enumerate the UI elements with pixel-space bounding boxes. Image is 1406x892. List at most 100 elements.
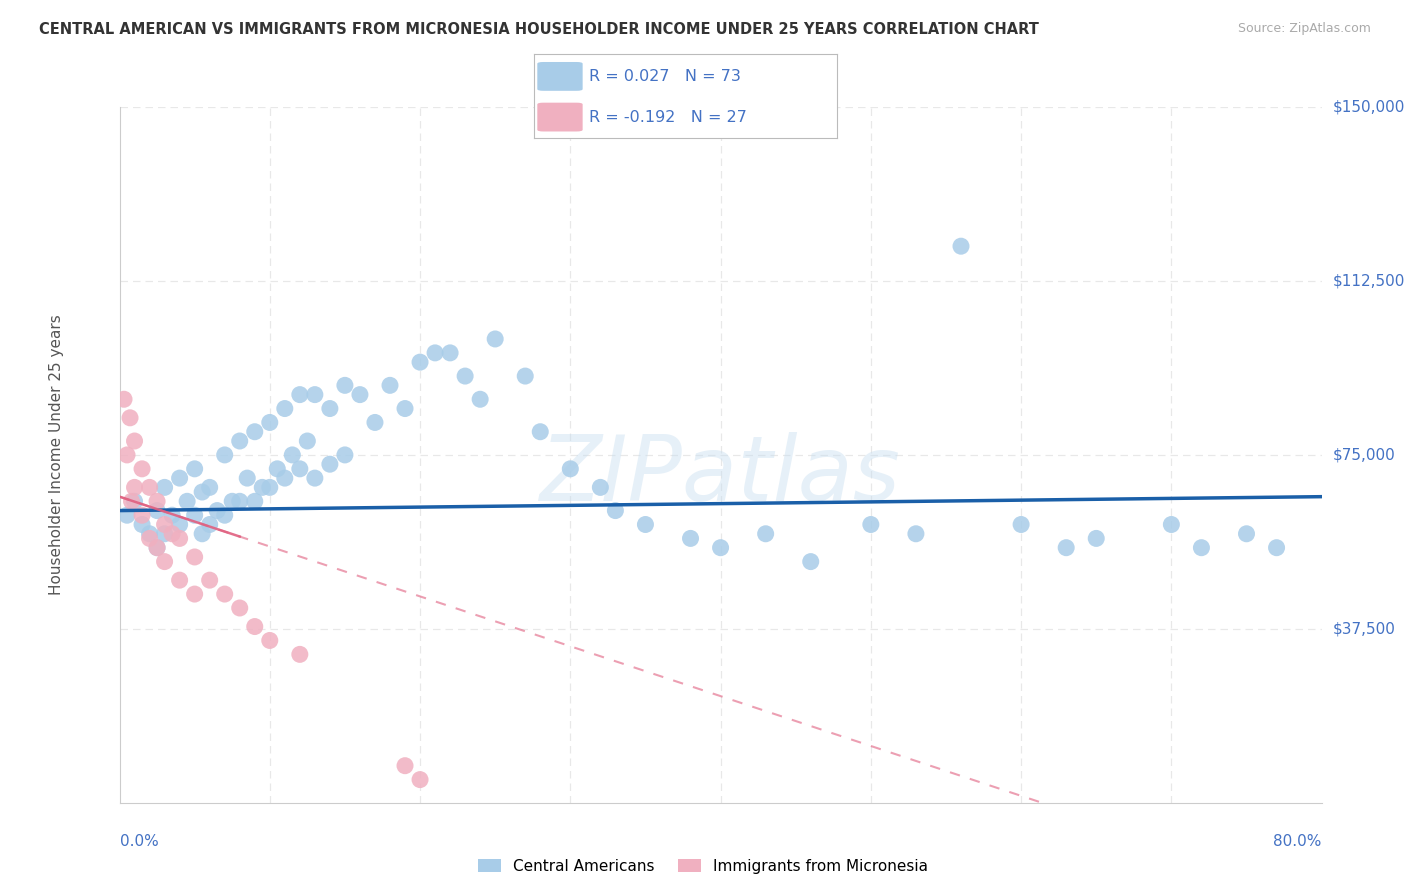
Legend: Central Americans, Immigrants from Micronesia: Central Americans, Immigrants from Micro… xyxy=(472,853,934,880)
Point xyxy=(183,508,205,523)
Point xyxy=(228,494,252,508)
Point xyxy=(1010,517,1032,532)
Point xyxy=(198,517,221,532)
Point xyxy=(409,355,432,369)
Point xyxy=(153,517,176,532)
Point xyxy=(454,369,477,384)
Point xyxy=(288,387,311,401)
Point xyxy=(131,508,153,523)
Text: 0.0%: 0.0% xyxy=(120,834,159,849)
Point xyxy=(214,587,236,601)
Point xyxy=(153,555,176,569)
Point xyxy=(589,480,612,494)
Point xyxy=(529,425,551,439)
Point xyxy=(146,541,169,555)
Point xyxy=(146,494,169,508)
Point xyxy=(191,526,214,541)
Point xyxy=(138,480,160,494)
Point xyxy=(904,526,927,541)
Point xyxy=(228,434,252,448)
Point xyxy=(1265,541,1288,555)
Point xyxy=(118,410,141,425)
Point xyxy=(394,758,416,772)
Point xyxy=(169,532,191,546)
Point xyxy=(169,517,191,532)
Text: $150,000: $150,000 xyxy=(1333,100,1405,114)
Point xyxy=(205,503,228,517)
Text: $75,000: $75,000 xyxy=(1333,448,1396,462)
Point xyxy=(266,462,288,476)
Point xyxy=(176,494,198,508)
Point xyxy=(1054,541,1077,555)
Point xyxy=(1236,526,1258,541)
Point xyxy=(124,494,146,508)
Point xyxy=(160,508,183,523)
Point xyxy=(191,485,214,500)
Point xyxy=(221,494,243,508)
Point xyxy=(755,526,778,541)
Point xyxy=(288,648,311,662)
Point xyxy=(153,480,176,494)
Point xyxy=(121,494,143,508)
Text: R = -0.192   N = 27: R = -0.192 N = 27 xyxy=(589,110,747,125)
Point xyxy=(304,387,326,401)
Point xyxy=(319,401,342,416)
Point xyxy=(236,471,259,485)
Point xyxy=(439,346,461,360)
Point xyxy=(243,619,266,633)
Point xyxy=(115,508,138,523)
Point xyxy=(124,480,146,494)
Point xyxy=(950,239,973,253)
Point xyxy=(259,416,281,430)
Point xyxy=(138,526,160,541)
Point xyxy=(146,541,169,555)
FancyBboxPatch shape xyxy=(537,62,582,91)
Point xyxy=(1189,541,1212,555)
Text: Source: ZipAtlas.com: Source: ZipAtlas.com xyxy=(1237,22,1371,36)
Text: CENTRAL AMERICAN VS IMMIGRANTS FROM MICRONESIA HOUSEHOLDER INCOME UNDER 25 YEARS: CENTRAL AMERICAN VS IMMIGRANTS FROM MICR… xyxy=(39,22,1039,37)
FancyBboxPatch shape xyxy=(537,103,582,131)
Point xyxy=(198,480,221,494)
Point xyxy=(709,541,731,555)
Point xyxy=(634,517,657,532)
Point xyxy=(259,633,281,648)
Point xyxy=(560,462,582,476)
Point xyxy=(333,448,356,462)
Point xyxy=(423,346,446,360)
Point xyxy=(146,503,169,517)
Point xyxy=(288,462,311,476)
Point xyxy=(131,462,153,476)
Point xyxy=(394,401,416,416)
Point xyxy=(297,434,319,448)
Point xyxy=(679,532,702,546)
Point xyxy=(115,448,138,462)
Point xyxy=(349,387,371,401)
Point xyxy=(131,517,153,532)
Text: R = 0.027   N = 73: R = 0.027 N = 73 xyxy=(589,69,741,84)
Point xyxy=(484,332,506,346)
Point xyxy=(183,462,205,476)
Point xyxy=(409,772,432,787)
Point xyxy=(243,425,266,439)
Point xyxy=(319,457,342,471)
Point xyxy=(198,573,221,587)
Point xyxy=(252,480,274,494)
Text: ZIPatlas: ZIPatlas xyxy=(540,432,901,520)
Point xyxy=(112,392,135,407)
Text: $112,500: $112,500 xyxy=(1333,274,1405,288)
Point xyxy=(1160,517,1182,532)
Point xyxy=(124,434,146,448)
Point xyxy=(228,601,252,615)
Point xyxy=(1085,532,1108,546)
Point xyxy=(183,549,205,564)
Point xyxy=(160,526,183,541)
Point xyxy=(138,532,160,546)
Point xyxy=(169,471,191,485)
Point xyxy=(515,369,537,384)
Point xyxy=(169,573,191,587)
Point xyxy=(183,587,205,601)
Point xyxy=(153,526,176,541)
Point xyxy=(304,471,326,485)
Point xyxy=(281,448,304,462)
Point xyxy=(274,471,297,485)
